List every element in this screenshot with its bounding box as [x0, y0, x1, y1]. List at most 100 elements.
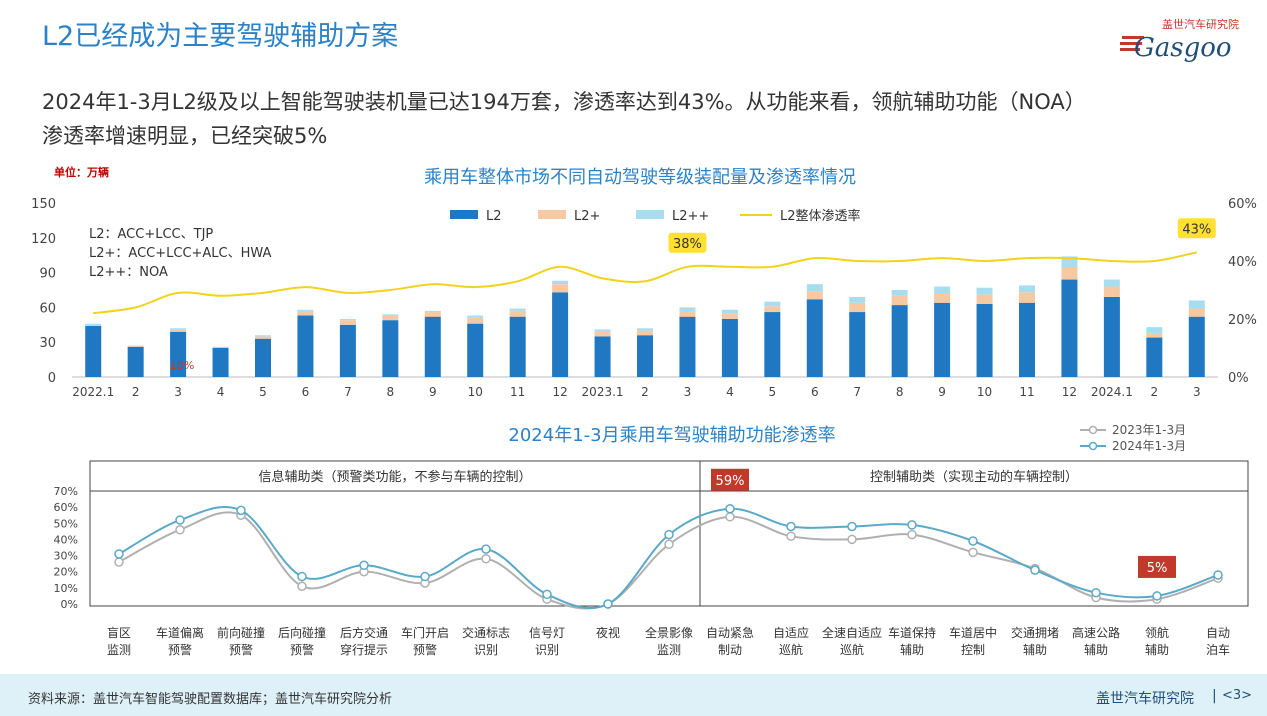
x-category-label: 领航 — [1145, 625, 1169, 640]
bar-l2plusplus — [891, 290, 908, 296]
bar-l2plusplus — [85, 323, 102, 325]
group-label-info: 信息辅助类（预警类功能，不参与车辆的控制） — [258, 469, 531, 485]
y-tick-label: 70% — [54, 485, 78, 498]
x-category-label: 预警 — [229, 642, 253, 657]
y-tick-label: 150 — [31, 197, 56, 212]
x-category-label: 预警 — [168, 642, 192, 657]
x-category-label: 辅助 — [1023, 643, 1047, 657]
series-line-2024 — [118, 505, 1219, 609]
y-tick-label: 10% — [54, 582, 78, 595]
data-label: 10% — [170, 359, 194, 372]
x-category-label: 辅助 — [900, 643, 924, 657]
rate-line — [93, 251, 1198, 315]
legend-swatch — [450, 210, 478, 219]
x-tick-label: 3 — [684, 385, 692, 399]
bar-l2plus — [637, 330, 653, 336]
x-category-label: 全速自适应 — [822, 625, 882, 640]
bar-l2 — [255, 338, 271, 377]
bar-l2plusplus — [170, 328, 187, 330]
bar-l2plusplus — [849, 296, 866, 303]
subtitle-line-1: 2024年1-3月L2级及以上智能驾驶装机量已达194万套，渗透率达到43%。从… — [42, 90, 1086, 114]
bar-chart: 乘用车整体市场不同自动驾驶等级装配量及渗透率情况 0 30 60 90 120 150 0% 2… — [31, 167, 1257, 399]
x-category-label: 盲区 — [107, 625, 131, 640]
bar-l2plus — [1019, 292, 1035, 303]
group-frame — [89, 460, 1249, 607]
bar-l2 — [976, 303, 993, 377]
data-point — [847, 534, 857, 545]
bar-l2plusplus — [509, 308, 526, 311]
bar-l2plus — [212, 346, 229, 348]
unit-label: 单位：万辆 — [54, 166, 109, 179]
bar-l2 — [679, 316, 696, 377]
x-tick-label: 4 — [217, 385, 225, 399]
bar-l2 — [85, 325, 102, 377]
x-category-label: 夜视 — [596, 625, 620, 640]
x-tick-label: 3 — [1193, 385, 1201, 399]
y2-tick-label: 20% — [1228, 313, 1257, 328]
data-point — [420, 571, 430, 582]
bar-l2plusplus — [637, 328, 653, 331]
x-category-label: 识别 — [474, 643, 498, 657]
x-tick-label: 2 — [641, 385, 649, 399]
data-point — [1030, 565, 1040, 575]
legend-marker — [1088, 425, 1098, 435]
level-definition: L2：ACC+LCC、TJP — [89, 227, 213, 242]
bar-l2plus — [127, 345, 144, 347]
x-tick-label: 4 — [726, 385, 734, 399]
data-point — [725, 512, 735, 522]
group-label-control: 控制辅助类（实现主动的车辆控制） — [870, 469, 1078, 485]
x-tick-label: 6 — [811, 385, 819, 399]
charts-canvas: 乘用车整体市场不同自动驾驶等级装配量及渗透率情况03060901201500%2… — [31, 167, 1257, 657]
x-category-label: 辅助 — [1145, 643, 1169, 657]
y-tick-label: 50% — [54, 517, 78, 530]
bar-l2plus — [679, 310, 696, 317]
highlight-badge — [711, 468, 749, 491]
x-category-label: 监测 — [107, 643, 131, 657]
y-tick-label: 30 — [39, 336, 56, 351]
x-tick-label: 10 — [468, 385, 483, 399]
y-tick-label: 40% — [54, 533, 78, 546]
y-tick-label: 60% — [54, 501, 78, 514]
bar-l2plusplus — [424, 310, 441, 313]
x-category-label: 自动 — [1206, 626, 1230, 640]
legend-label: 2023年1-3月 — [1112, 423, 1186, 437]
legend-label: L2+ — [574, 209, 600, 224]
level-definition: L2+：ACC+LCC+ALC、HWA — [89, 246, 272, 261]
data-point — [175, 524, 185, 535]
data-point — [664, 529, 674, 540]
bar-l2 — [637, 335, 653, 377]
bar-l2 — [382, 320, 399, 377]
bar-l2 — [721, 319, 738, 377]
bar-l2plus — [382, 315, 399, 321]
data-point — [968, 547, 978, 558]
y-tick-label: 0% — [61, 598, 78, 611]
x-category-label: 穿行提示 — [340, 642, 388, 657]
data-point — [114, 549, 124, 559]
bar-l2 — [127, 346, 144, 377]
bar-l2plusplus — [1188, 300, 1205, 309]
x-tick-label: 2 — [132, 385, 140, 399]
legend-label: L2整体渗透率 — [780, 208, 861, 224]
bar-l2plus — [806, 291, 823, 300]
x-tick-label: 9 — [938, 385, 946, 399]
bar-l2plusplus — [339, 319, 356, 321]
bar-l2 — [1061, 279, 1078, 377]
data-point — [481, 554, 491, 564]
y-tick-label: 20% — [54, 566, 78, 579]
rate-badge — [1177, 218, 1216, 239]
bar-l2 — [806, 299, 823, 377]
y-tick-label: 90 — [39, 267, 56, 282]
x-tick-label: 7 — [344, 385, 352, 399]
x-category-label: 车门开启 — [401, 625, 449, 640]
bar-l2plus — [976, 294, 993, 304]
legend-marker — [1088, 441, 1098, 451]
rate-badge — [668, 232, 707, 253]
x-category-label: 控制 — [961, 643, 985, 657]
bar-l2plusplus — [467, 315, 484, 318]
bar-l2plus — [85, 324, 102, 326]
bar-l2plus — [721, 313, 738, 319]
data-point — [725, 504, 735, 514]
legend-label: L2++ — [672, 209, 709, 224]
y2-tick-label: 40% — [1228, 255, 1257, 270]
x-category-label: 交通拥堵 — [1011, 625, 1059, 640]
